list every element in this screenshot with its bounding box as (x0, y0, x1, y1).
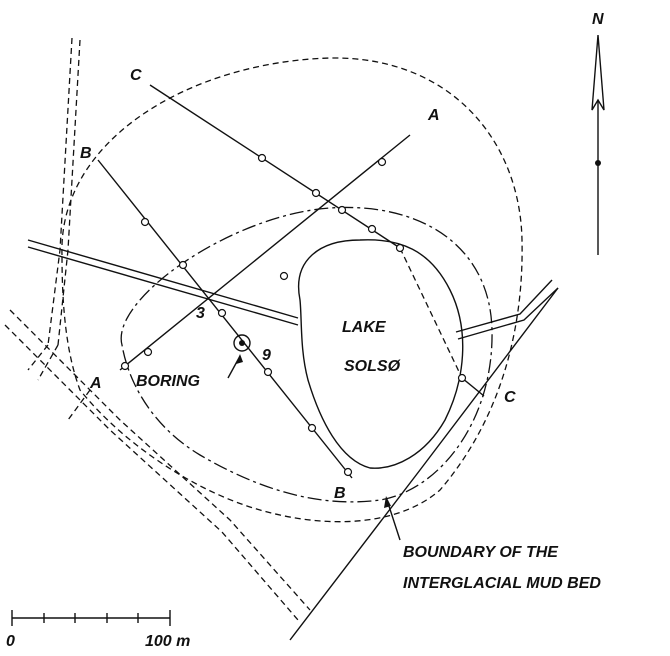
boundary-note: BOUNDARY OF THE (403, 544, 559, 561)
lake (297, 239, 464, 469)
scale-label: 100 m (145, 633, 190, 650)
lake-label: LAKE (342, 319, 387, 336)
lake-label: SOLSØ (344, 358, 401, 375)
boring-marker (227, 334, 251, 379)
boundary-pointer (384, 496, 401, 541)
label-b: B (80, 145, 92, 162)
label-a: A (427, 107, 440, 124)
boundary-note: INTERGLACIAL MUD BED (403, 575, 601, 592)
mud-bed-boundary (120, 206, 493, 503)
label-a: A (89, 375, 102, 392)
road (27, 239, 559, 641)
north-arrow (591, 34, 605, 255)
outer-boundary (61, 57, 523, 523)
label-3: 3 (196, 305, 205, 322)
label-c: C (504, 389, 516, 406)
scale-label: 0 (6, 633, 15, 650)
section-points (120, 153, 467, 477)
scale-bar (11, 610, 171, 626)
label-c: C (130, 67, 142, 84)
label-9: 9 (262, 347, 271, 364)
section-lines (97, 84, 485, 479)
north-label: N (592, 11, 604, 28)
label-b: B (334, 485, 346, 502)
boring-label: BORING (136, 373, 200, 390)
dashed-roads (4, 37, 311, 621)
